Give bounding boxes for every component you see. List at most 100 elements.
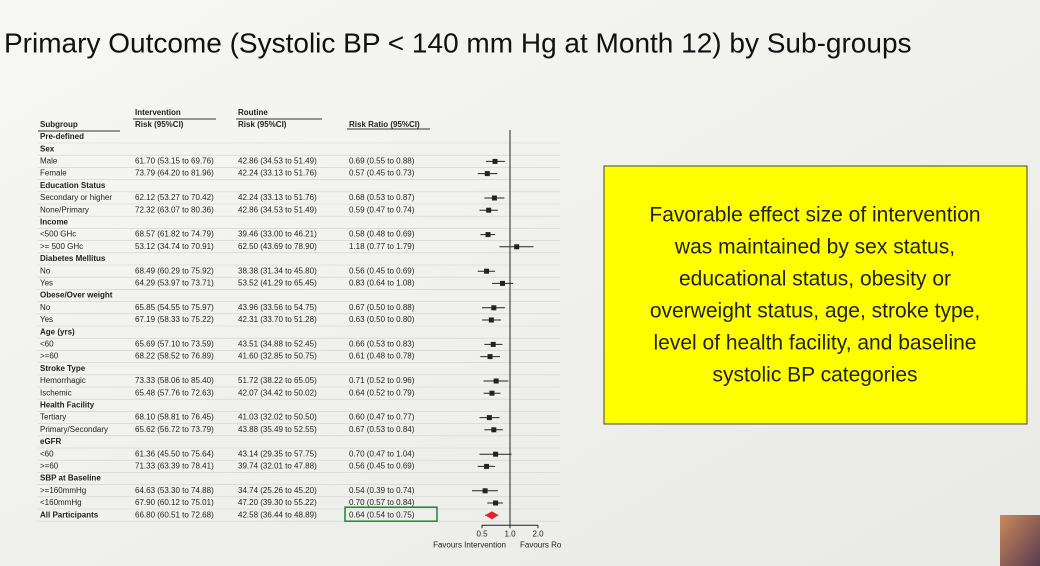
row-label: Ischemic	[40, 388, 72, 397]
cell-ratio: 0.64 (0.54 to 0.75)	[349, 510, 415, 519]
cell-ratio: 0.61 (0.48 to 0.78)	[349, 352, 415, 361]
cell-ratio: 0.69 (0.55 to 0.88)	[349, 157, 415, 166]
point-estimate	[493, 500, 499, 506]
row-label: No	[40, 303, 51, 312]
cell-intervention: 53.12 (34.74 to 70.91)	[135, 242, 214, 251]
callout-text: Favorable effect size of intervention	[649, 204, 980, 227]
cell-ratio: 0.63 (0.50 to 0.80)	[349, 315, 415, 324]
point-estimate	[486, 207, 492, 213]
cell-ratio: 0.67 (0.50 to 0.88)	[349, 303, 415, 312]
cell-routine: 43.96 (33.56 to 54.75)	[238, 303, 317, 312]
column-header: Risk Ratio (95%CI)	[349, 120, 420, 129]
cell-intervention: 73.33 (58.06 to 85.40)	[135, 376, 214, 385]
point-estimate	[490, 341, 496, 347]
row-label: Tertiary	[40, 413, 66, 422]
cell-intervention: 71.33 (63.39 to 78.41)	[135, 462, 214, 471]
x-tick-label: 1.0	[504, 529, 516, 538]
point-estimate	[488, 317, 494, 323]
row-label: Female	[40, 169, 67, 178]
cell-intervention: 67.90 (60.12 to 75.01)	[135, 498, 214, 507]
callout-text: educational status, obesity or	[679, 268, 951, 291]
row-label: None/Primary	[40, 205, 89, 214]
point-estimate	[491, 195, 497, 201]
cell-intervention: 64.29 (53.97 to 73.71)	[135, 279, 214, 288]
point-estimate	[482, 488, 488, 494]
cell-intervention: 64.63 (53.30 to 74.88)	[135, 486, 214, 495]
row-label: >=60	[40, 352, 59, 361]
cell-ratio: 0.56 (0.45 to 0.69)	[349, 462, 415, 471]
cell-intervention: 67.19 (58.33 to 75.22)	[135, 315, 214, 324]
cell-ratio: 0.67 (0.53 to 0.84)	[349, 425, 415, 434]
cell-intervention: 65.48 (57.76 to 72.63)	[135, 388, 214, 397]
cell-ratio: 0.58 (0.48 to 0.69)	[349, 230, 415, 239]
corner-image	[1000, 515, 1040, 566]
cell-routine: 38.38 (31.34 to 45.80)	[238, 266, 317, 275]
section-label: Health Facility	[40, 401, 95, 410]
cell-routine: 42.86 (34.53 to 51.49)	[238, 157, 317, 166]
cell-intervention: 68.22 (58.52 to 76.89)	[135, 352, 214, 361]
row-label: Primary/Secondary	[40, 425, 108, 434]
row-label: <160mmHg	[40, 498, 82, 507]
cell-routine: 39.46 (33.00 to 46.21)	[238, 230, 317, 239]
column-header: Subgroup	[40, 120, 78, 129]
point-estimate	[489, 390, 495, 396]
cell-intervention: 62.12 (53.27 to 70.42)	[135, 193, 214, 202]
x-tick-label: 0.5	[476, 529, 488, 538]
callout-text: was maintained by sex status,	[674, 236, 955, 259]
cell-routine: 41.03 (32.02 to 50.50)	[238, 413, 317, 422]
cell-ratio: 0.71 (0.52 to 0.96)	[349, 376, 415, 385]
cell-intervention: 61.70 (53.15 to 69.76)	[135, 157, 214, 166]
row-label: Secondary or higher	[40, 193, 112, 202]
point-estimate	[514, 244, 520, 250]
cell-ratio: 0.56 (0.45 to 0.69)	[349, 266, 415, 275]
section-label: Obese/Over weight	[40, 291, 113, 300]
section-label: SBP at Baseline	[40, 474, 101, 483]
cell-intervention: 68.49 (60.29 to 75.92)	[135, 266, 214, 275]
column-header: Risk (95%CI)	[238, 120, 287, 129]
cell-routine: 42.58 (36.44 to 48.89)	[238, 510, 317, 519]
cell-routine: 42.86 (34.53 to 51.49)	[238, 205, 317, 214]
point-estimate	[487, 354, 493, 360]
cell-ratio: 0.83 (0.64 to 1.08)	[349, 279, 415, 288]
row-label: All Participants	[40, 510, 99, 519]
row-label: <60	[40, 340, 54, 349]
ratio-box-outline	[344, 506, 438, 522]
axis-label-right: Favours Ro	[520, 540, 562, 549]
cell-ratio: 0.60 (0.47 to 0.77)	[349, 413, 415, 422]
cell-routine: 42.24 (33.13 to 51.76)	[238, 169, 317, 178]
cell-routine: 62.50 (43.69 to 78.90)	[238, 242, 317, 251]
row-label: <500 GHc	[40, 230, 76, 239]
callout-text: systolic BP categories	[712, 364, 917, 387]
callout-box	[603, 165, 1028, 425]
cell-routine: 42.31 (33.70 to 51.28)	[238, 315, 317, 324]
cell-ratio: 0.57 (0.45 to 0.73)	[349, 169, 415, 178]
point-estimate	[484, 463, 490, 469]
cell-routine: 39.74 (32.01 to 47.88)	[238, 462, 317, 471]
cell-routine: 41.60 (32.85 to 50.75)	[238, 352, 317, 361]
section-label: Stroke Type	[40, 364, 86, 373]
row-label: >=60	[40, 462, 59, 471]
cell-routine: 43.51 (34.88 to 52.45)	[238, 340, 317, 349]
cell-intervention: 65.69 (57.10 to 73.59)	[135, 340, 214, 349]
cell-routine: 43.88 (35.49 to 52.55)	[238, 425, 317, 434]
point-estimate	[484, 171, 490, 177]
section-label: Pre-defined	[40, 132, 84, 141]
cell-routine: 51.72 (38.22 to 65.05)	[238, 376, 317, 385]
row-label: <60	[40, 449, 54, 458]
row-label: No	[40, 266, 51, 275]
cell-intervention: 72.32 (63.07 to 80.36)	[135, 205, 214, 214]
callout-text: overweight status, age, stroke type,	[650, 300, 980, 323]
cell-ratio: 1.18 (0.77 to 1.79)	[349, 242, 415, 251]
overall-diamond	[485, 511, 499, 520]
cell-ratio: 0.66 (0.53 to 0.83)	[349, 340, 415, 349]
section-label: Diabetes Mellitus	[40, 254, 106, 263]
point-estimate	[486, 415, 492, 421]
section-label: Sex	[40, 144, 55, 153]
cell-ratio: 0.54 (0.39 to 0.74)	[349, 486, 415, 495]
point-estimate	[492, 158, 498, 164]
column-header: Risk (95%CI)	[135, 120, 184, 129]
row-label: Yes	[40, 315, 53, 324]
cell-routine: 43.14 (29.35 to 57.75)	[238, 449, 317, 458]
cell-routine: 53.52 (41.29 to 65.45)	[238, 279, 317, 288]
